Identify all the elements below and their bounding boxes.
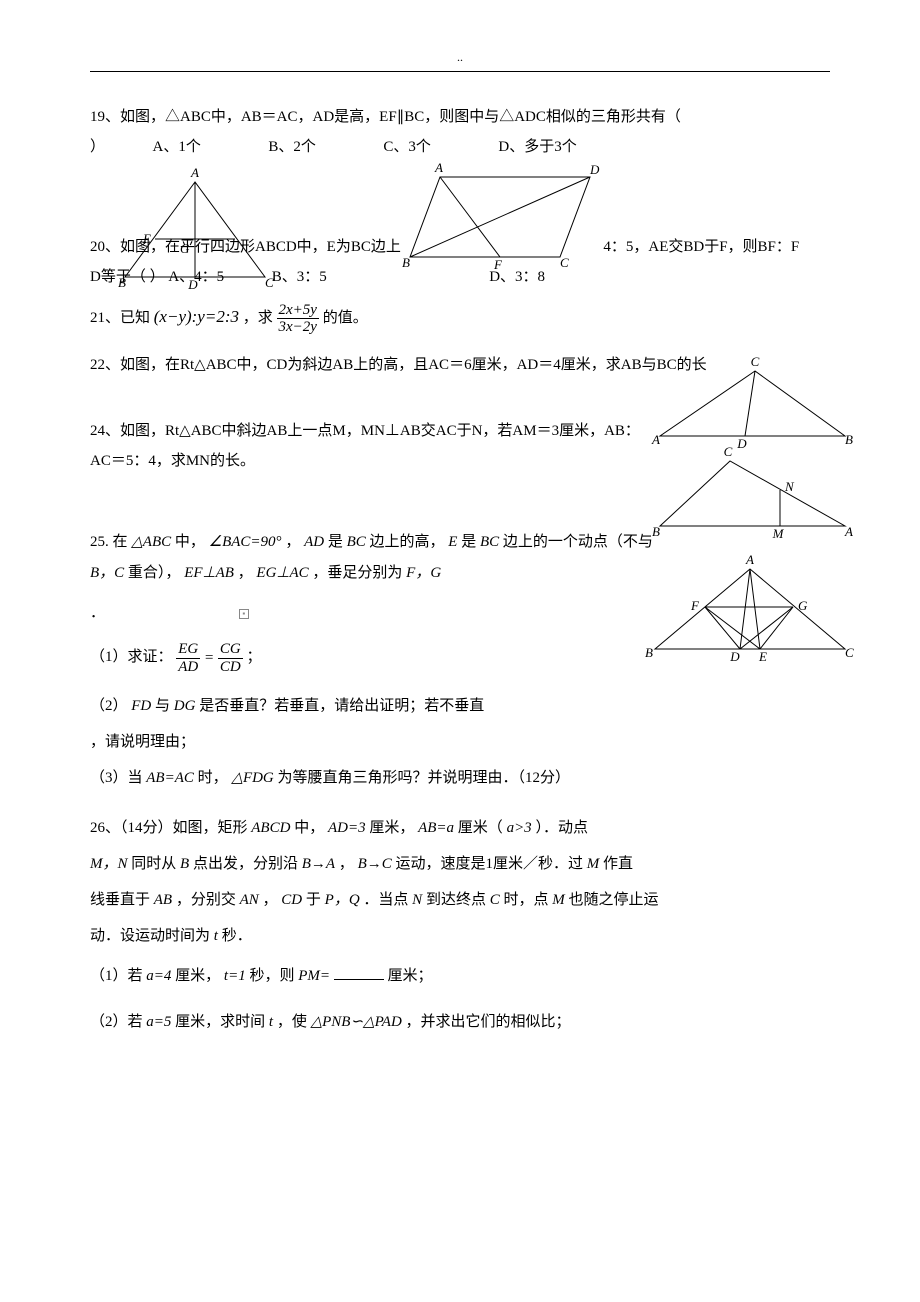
q19-opt-a: A、1个 xyxy=(153,139,201,155)
q25-part2: （2） FD 与 DG 是否垂直？若垂直，请给出证明；若不垂直 xyxy=(90,688,830,724)
svg-text:A: A xyxy=(434,160,443,175)
q19-opt-b: B、2个 xyxy=(268,139,316,155)
fig24a: C A B D xyxy=(650,366,860,457)
q24-text: 24、如图，Rt△ABC中斜边AB上一点M，MN⊥AB交AC于N，若AM＝3厘米… xyxy=(90,416,650,476)
q19-opt-d: D、多于3个 xyxy=(498,139,576,155)
header-mark: .. xyxy=(90,50,830,65)
q19-text-a: 19、如图，△ABC中，AB＝AC，AD是高，EF∥BC，则图中与△ADC相似的… xyxy=(90,109,681,125)
q19: 19、如图，△ABC中，AB＝AC，AD是高，EF∥BC，则图中与△ADC相似的… xyxy=(90,102,830,162)
svg-text:B: B xyxy=(645,645,653,660)
svg-text:C: C xyxy=(845,645,854,660)
page-root: .. 19、如图，△ABC中，AB＝AC，AD是高，EF∥BC，则图中与△ADC… xyxy=(0,0,920,1108)
fig19: A B C D E G xyxy=(110,177,280,308)
blank-input xyxy=(334,964,384,980)
svg-text:G: G xyxy=(180,241,190,256)
svg-text:D: D xyxy=(729,649,740,664)
svg-text:E: E xyxy=(142,231,151,246)
svg-text:C: C xyxy=(724,444,733,459)
q22-text: 22、如图，在Rt△ABC中，CD为斜边AB上的高，且AC＝6厘米，AD＝4厘米… xyxy=(90,357,707,373)
svg-text:D: D xyxy=(736,436,747,451)
svg-text:A: A xyxy=(745,552,754,567)
svg-text:A: A xyxy=(651,432,660,447)
svg-text:D: D xyxy=(589,162,600,177)
svg-text:F: F xyxy=(690,598,700,613)
svg-text:C: C xyxy=(265,275,274,290)
q21-suffix: 的值。 xyxy=(323,310,368,326)
q21-prefix: 21、已知 xyxy=(90,310,150,326)
svg-text:F: F xyxy=(493,257,503,272)
svg-text:C: C xyxy=(751,354,760,369)
svg-text:N: N xyxy=(784,479,795,494)
q26: 26、（14分）如图，矩形 ABCD 中， AD=3 厘米， AB=a 厘米（ … xyxy=(90,810,830,1040)
svg-text:B: B xyxy=(845,432,853,447)
q21-mid: ，求 xyxy=(243,310,273,326)
svg-text:C: C xyxy=(560,255,569,270)
svg-text:E: E xyxy=(758,649,767,664)
q21-frac: 2x+5y 3x−2y xyxy=(277,302,319,336)
q20: A B C D E G A D B C F 2 xyxy=(90,232,830,292)
q24: C A B D C B A M N 24、如图，Rt△ABC中斜边AB上一点M，… xyxy=(90,416,830,506)
page-dot-icon: ▪ xyxy=(239,609,249,619)
q25-part3: （3）当 AB=AC 时， △FDG 为等腰直角三角形吗？并说明理由．（12分） xyxy=(90,760,830,796)
q19-opt-c: C、3个 xyxy=(383,139,431,155)
q20-text-a2: 4：5，AE交BD于F，则BF：F xyxy=(603,239,799,255)
svg-text:D: D xyxy=(187,277,198,292)
fig25: A B C D E F G xyxy=(645,564,860,678)
q26-part1: （1）若 a=4 厘米， t=1 秒，则 PM= 厘米； xyxy=(90,958,830,994)
svg-text:A: A xyxy=(844,524,853,539)
q19-text-b: ） xyxy=(90,139,105,155)
svg-text:B: B xyxy=(402,255,410,270)
q21: 21、已知 (x−y):y=2:3 ，求 2x+5y 3x−2y 的值。 xyxy=(90,300,830,336)
q26-part2: （2）若 a=5 厘米，求时间 t ，使 △PNB∽△PAD ，并求出它们的相似… xyxy=(90,1004,830,1040)
fig20: A D B C F xyxy=(400,172,620,283)
svg-text:A: A xyxy=(190,165,199,180)
svg-text:B: B xyxy=(118,275,126,290)
q21-lhs: (x−y):y=2:3 xyxy=(154,307,239,326)
svg-text:G: G xyxy=(798,598,808,613)
header-rule xyxy=(90,71,830,72)
q25: A B C D E F G 25. 在 △ABC 中， ∠BAC=90° ， A… xyxy=(90,524,830,796)
